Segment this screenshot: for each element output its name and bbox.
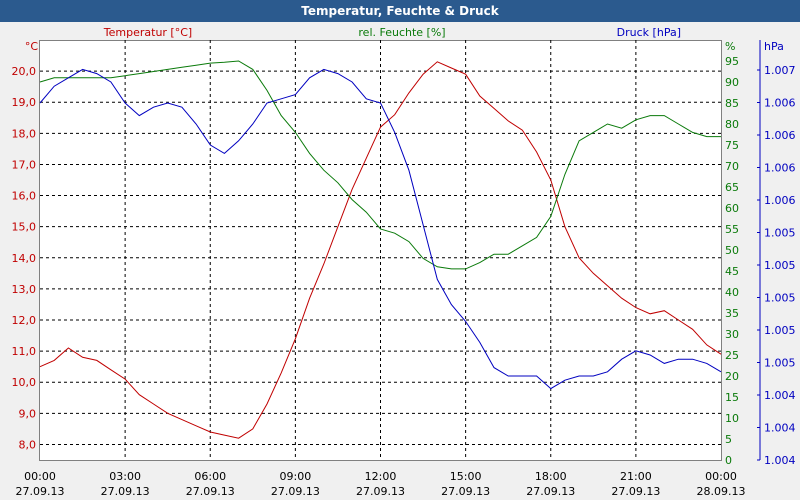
series-pressure [39, 68, 722, 390]
humidity-tick-label: 70 [725, 160, 739, 173]
series-temperature [39, 61, 722, 439]
temp-tick-label: 15,0 [12, 221, 37, 234]
humidity-tick-label: 5 [725, 433, 732, 446]
pressure-tick-label: 1.005 [764, 227, 796, 240]
x-tick-time: 15:00 [450, 470, 482, 483]
x-tick-time: 00:00 [24, 470, 56, 483]
x-tick-date: 27.09.13 [186, 485, 235, 498]
temp-tick-label: 20,0 [12, 65, 37, 78]
x-tick-date: 28.09.13 [697, 485, 746, 498]
temp-tick-label: 11,0 [12, 345, 37, 358]
axis-labels: 00:00 27.09.13 03:00 27.09.13 06:00 27.09.13 0… [12, 26, 796, 498]
humidity-tick-label: 65 [725, 181, 739, 194]
pressure-tick-label: 1.007 [764, 64, 796, 77]
humidity-axis-title: rel. Feuchte [%] [358, 26, 445, 39]
temp-tick-label: 13,0 [12, 283, 37, 296]
series-lines [39, 60, 722, 439]
x-tick-time: 12:00 [365, 470, 397, 483]
humidity-tick-label: 20 [725, 370, 739, 383]
pressure-tick-label: 1.005 [764, 357, 796, 370]
humidity-tick-label: 0 [725, 454, 732, 467]
temp-tick-label: 18,0 [12, 127, 37, 140]
pressure-tick-label: 1.005 [764, 259, 796, 272]
temp-tick-label: 16,0 [12, 190, 37, 203]
humidity-tick-label: 80 [725, 118, 739, 131]
pressure-tick-label: 1.006 [764, 162, 796, 175]
humidity-tick-label: 40 [725, 286, 739, 299]
x-tick-date: 27.09.13 [611, 485, 660, 498]
pressure-tick-label: 1.006 [764, 97, 796, 110]
temp-tick-label: 12,0 [12, 314, 37, 327]
x-tick-time: 18:00 [535, 470, 567, 483]
temp-tick-label: 19,0 [12, 96, 37, 109]
x-tick-date: 27.09.13 [271, 485, 320, 498]
pressure-tick-label: 1.004 [764, 454, 796, 467]
pressure-tick-label: 1.005 [764, 292, 796, 305]
temp-axis-title: Temperatur [°C] [103, 26, 192, 39]
temp-unit: °C [25, 40, 39, 53]
x-tick-time: 21:00 [620, 470, 652, 483]
temp-tick-label: 14,0 [12, 252, 37, 265]
x-tick-date: 27.09.13 [441, 485, 490, 498]
humidity-tick-label: 50 [725, 244, 739, 257]
humidity-tick-label: 10 [725, 412, 739, 425]
humidity-tick-label: 85 [725, 97, 739, 110]
humidity-unit: % [725, 40, 735, 53]
humidity-tick-label: 55 [725, 223, 739, 236]
humidity-tick-label: 95 [725, 55, 739, 68]
pressure-tick-label: 1.004 [764, 389, 796, 402]
temp-tick-label: 9,0 [19, 407, 37, 420]
humidity-tick-label: 45 [725, 265, 739, 278]
grid-lines [40, 40, 721, 460]
x-tick-time: 03:00 [109, 470, 141, 483]
pressure-tick-label: 1.005 [764, 324, 796, 337]
humidity-tick-label: 90 [725, 76, 739, 89]
series-humidity [39, 60, 721, 270]
pressure-unit: hPa [764, 40, 784, 53]
x-tick-time: 06:00 [194, 470, 226, 483]
x-tick-date: 27.09.13 [101, 485, 150, 498]
chart-title: Temperatur, Feuchte & Druck [0, 0, 800, 22]
humidity-tick-label: 35 [725, 307, 739, 320]
x-tick-date: 27.09.13 [356, 485, 405, 498]
pressure-axis-title: Druck [hPa] [617, 26, 681, 39]
temp-tick-label: 8,0 [19, 438, 37, 451]
humidity-tick-label: 30 [725, 328, 739, 341]
x-tick-date: 27.09.13 [526, 485, 575, 498]
x-tick-date: 27.09.13 [16, 485, 65, 498]
x-tick-time: 00:00 [705, 470, 737, 483]
temp-tick-label: 10,0 [12, 376, 37, 389]
humidity-tick-label: 25 [725, 349, 739, 362]
pressure-tick-label: 1.006 [764, 194, 796, 207]
pressure-tick-label: 1.004 [764, 422, 796, 435]
humidity-tick-label: 15 [725, 391, 739, 404]
temp-tick-label: 17,0 [12, 158, 37, 171]
humidity-tick-label: 60 [725, 202, 739, 215]
pressure-tick-label: 1.006 [764, 129, 796, 142]
x-tick-time: 09:00 [280, 470, 312, 483]
humidity-tick-label: 75 [725, 139, 739, 152]
